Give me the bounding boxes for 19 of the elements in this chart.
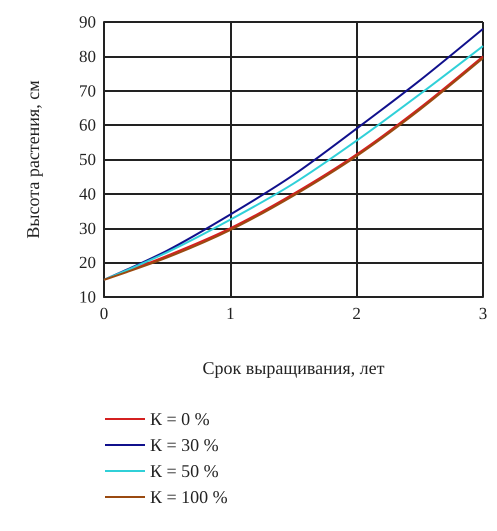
x-tick-label: 2 bbox=[352, 304, 361, 323]
y-axis-title: Высота растения, см bbox=[23, 80, 43, 239]
y-tick-label: 80 bbox=[79, 46, 96, 66]
x-tick-label: 0 bbox=[100, 304, 108, 323]
x-tick-label: 3 bbox=[478, 304, 488, 323]
y-tick-label: 90 bbox=[79, 12, 96, 32]
y-tick-label: 70 bbox=[79, 81, 96, 100]
legend-label: К = 0 % bbox=[150, 409, 210, 429]
y-tick-label: 40 bbox=[79, 184, 96, 204]
y-tick-label: 50 bbox=[79, 150, 96, 169]
y-tick-label: 30 bbox=[79, 218, 96, 238]
y-tick-label: 60 bbox=[79, 116, 96, 135]
y-tick-label: 20 bbox=[79, 253, 96, 272]
x-tick-label: 1 bbox=[226, 304, 235, 323]
x-axis-title: Срок выращивания, лет bbox=[202, 358, 385, 378]
y-tick-label: 10 bbox=[79, 288, 96, 306]
legend-label: К = 50 % bbox=[150, 461, 219, 481]
legend-label: К = 100 % bbox=[150, 487, 228, 507]
legend-label: К = 30 % bbox=[150, 435, 219, 455]
